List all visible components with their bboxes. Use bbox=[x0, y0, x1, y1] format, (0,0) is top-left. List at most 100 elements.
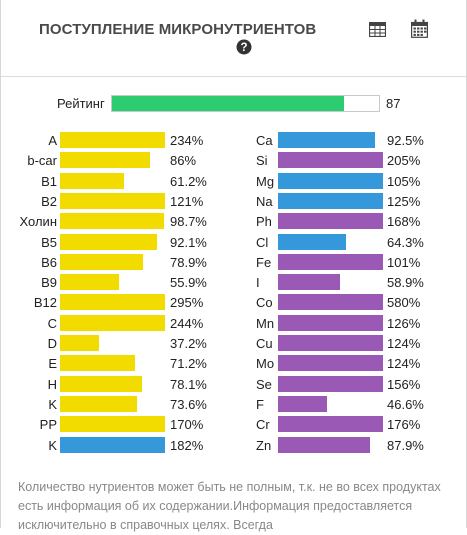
nutrient-value: 58.9% bbox=[387, 275, 424, 291]
nutrient-value: 98.7% bbox=[170, 214, 207, 230]
nutrient-bar bbox=[60, 314, 165, 331]
nutrient-bar bbox=[60, 172, 125, 189]
nutrient-bar bbox=[278, 294, 383, 311]
nutrient-name: A bbox=[48, 133, 57, 148]
nutrient-name: PP bbox=[39, 417, 57, 433]
nutrient-value: 170% bbox=[170, 417, 204, 433]
nutrient-value: 101% bbox=[387, 254, 421, 270]
nutrient-bar bbox=[278, 335, 383, 351]
nutrient-name: B6 bbox=[41, 254, 57, 270]
nutrient-name: Ph bbox=[256, 214, 272, 230]
rating-value: 87 bbox=[386, 96, 401, 111]
nutrient-bar bbox=[278, 253, 383, 270]
nutrient-bar bbox=[278, 213, 383, 230]
nutrient-bar bbox=[278, 355, 383, 372]
nutrient-name: Cu bbox=[256, 336, 273, 351]
nutrient-value: 176% bbox=[387, 417, 421, 433]
nutrient-name: K bbox=[48, 396, 57, 412]
nutrient-value: 125% bbox=[387, 193, 421, 209]
nutrient-value: 580% bbox=[387, 295, 421, 311]
nutrient-bar bbox=[60, 355, 135, 372]
nutrient-bar bbox=[278, 314, 383, 331]
nutrient-name: B1 bbox=[41, 173, 57, 189]
nutrient-name: b-car bbox=[27, 153, 57, 169]
nutrient-bar bbox=[60, 192, 165, 209]
nutrient-value: 55.9% bbox=[170, 275, 207, 291]
calendar-icon[interactable] bbox=[411, 19, 428, 38]
nutrient-bar bbox=[278, 172, 383, 189]
nutrient-value: 71.2% bbox=[170, 356, 207, 372]
nutrient-bar bbox=[278, 436, 371, 453]
header-divider bbox=[1, 76, 466, 77]
nutrient-name: Холин bbox=[19, 214, 58, 230]
nutrient-name: D bbox=[47, 336, 57, 351]
nutrient-value: 92.5% bbox=[387, 133, 424, 148]
nutrient-name: I bbox=[256, 275, 260, 291]
nutrient-name: Mg bbox=[256, 173, 275, 189]
nutrient-bar bbox=[60, 395, 138, 412]
rating-bar-fill bbox=[112, 96, 345, 111]
nutrient-bar bbox=[60, 233, 157, 250]
nutrient-name: B2 bbox=[41, 193, 57, 209]
nutrient-bar bbox=[60, 375, 142, 392]
rating-bar bbox=[111, 95, 380, 112]
nutrient-value: 37.2% bbox=[170, 336, 207, 351]
nutrient-name: Si bbox=[256, 153, 268, 169]
nutrient-name: B5 bbox=[41, 234, 57, 250]
nutrient-name: B9 bbox=[41, 275, 57, 291]
nutrient-value: 121% bbox=[170, 193, 204, 209]
nutrient-name: F bbox=[256, 396, 264, 412]
nutrient-bar bbox=[278, 375, 383, 392]
help-icon[interactable]: ? bbox=[236, 39, 252, 55]
nutrient-value: 244% bbox=[170, 315, 204, 331]
nutrient-name: Cr bbox=[256, 417, 270, 433]
nutrient-name: Na bbox=[256, 193, 273, 209]
nutrient-name: K bbox=[48, 437, 57, 453]
nutrient-bar bbox=[60, 274, 119, 291]
nutrient-value: 86% bbox=[170, 153, 197, 169]
nutrient-name: C bbox=[47, 315, 57, 331]
nutrient-value: 234% bbox=[170, 133, 204, 148]
nutrient-value: 64.3% bbox=[387, 234, 424, 250]
nutrient-bar bbox=[278, 416, 383, 433]
nutrient-name: Se bbox=[256, 376, 272, 392]
nutrient-value: 295% bbox=[170, 295, 204, 311]
nutrient-bar bbox=[60, 213, 164, 230]
nutrient-bar bbox=[278, 233, 346, 250]
rating-label: Рейтинг bbox=[57, 96, 105, 111]
table-icon[interactable] bbox=[369, 22, 386, 37]
nutrient-value: 168% bbox=[387, 214, 421, 230]
nutrient-name: Co bbox=[256, 295, 273, 311]
nutrient-bar bbox=[60, 416, 165, 433]
nutrient-name: E bbox=[48, 356, 57, 372]
disclaimer-text: Количество нутриентов может быть не полн… bbox=[18, 480, 441, 532]
nutrient-value: 46.6% bbox=[387, 396, 424, 412]
nutrient-name: Zn bbox=[256, 437, 272, 453]
nutrient-value: 126% bbox=[387, 315, 421, 331]
nutrient-value: 87.9% bbox=[387, 437, 424, 453]
page-title: ПОСТУПЛЕНИЕ МИКРОНУТРИЕНТОВ bbox=[39, 21, 317, 38]
nutrient-value: 78.9% bbox=[170, 254, 207, 270]
nutrient-bar bbox=[60, 152, 151, 169]
nutrient-name: Fe bbox=[256, 254, 272, 270]
nutrient-name: Cl bbox=[256, 234, 269, 250]
panel-border-left bbox=[0, 0, 1, 528]
nutrient-value: 61.2% bbox=[170, 173, 207, 189]
nutrient-bar bbox=[60, 436, 165, 453]
nutrient-value: 124% bbox=[387, 336, 421, 351]
nutrient-name: Mo bbox=[256, 356, 275, 372]
nutrient-bar bbox=[60, 253, 143, 270]
nutrient-value: 73.6% bbox=[170, 396, 207, 412]
nutrient-value: 105% bbox=[387, 173, 421, 189]
nutrient-bar bbox=[60, 294, 165, 311]
nutrient-bar bbox=[60, 335, 100, 351]
nutrient-bar bbox=[60, 132, 165, 148]
nutrient-name: B12 bbox=[33, 295, 57, 311]
nutrient-bar bbox=[278, 395, 327, 412]
nutrient-value: 156% bbox=[387, 376, 421, 392]
nutrient-bar bbox=[278, 132, 376, 148]
nutrient-bar bbox=[278, 152, 383, 169]
nutrient-name: H bbox=[47, 376, 57, 392]
nutrient-value: 92.1% bbox=[170, 234, 207, 250]
nutrient-bar bbox=[278, 192, 383, 209]
